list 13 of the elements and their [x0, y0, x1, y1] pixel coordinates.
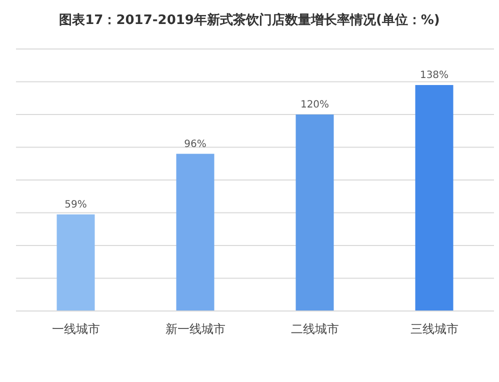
data-label: 120%	[300, 100, 330, 110]
bar	[296, 114, 334, 311]
x-tick-label: 二线城市	[290, 322, 339, 336]
data-label: 96%	[184, 138, 206, 150]
bar	[415, 85, 454, 311]
x-tick-label: 三线城市	[410, 322, 458, 336]
bar	[56, 214, 95, 311]
bar	[176, 154, 214, 311]
x-tick-label: 新一线城市	[165, 322, 226, 336]
data-label: 59%	[64, 199, 87, 210]
data-label: 138%	[420, 70, 449, 82]
x-tick-label: 一线城市	[52, 322, 100, 336]
chart-title: 图表17：2017-2019年新式茶饮门店数量增长率情况(单位：%)	[59, 12, 440, 28]
